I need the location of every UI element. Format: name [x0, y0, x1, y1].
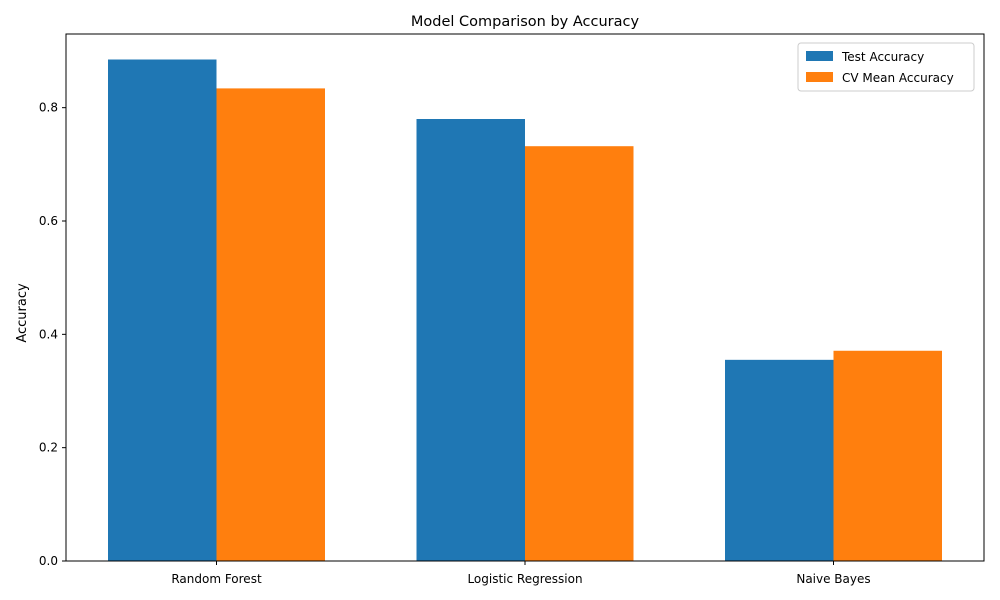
legend-swatch	[806, 72, 833, 82]
bar-logistic-regression-test-accuracy	[416, 119, 525, 561]
bar-naive-bayes-test-accuracy	[725, 359, 834, 561]
y-axis-label: Accuracy	[15, 283, 30, 343]
chart-title: Model Comparison by Accuracy	[411, 14, 640, 30]
x-axis-ticks: Random Forest Logistic Regression Naive Ba…	[171, 561, 871, 586]
legend: Test Accuracy CV Mean Accuracy	[797, 42, 975, 92]
legend-swatch	[806, 51, 833, 61]
bars-group	[108, 59, 942, 562]
legend-box	[797, 42, 975, 92]
bar-logistic-regression-cv-mean-accuracy	[525, 146, 634, 561]
bar-random-forest-cv-mean-accuracy	[216, 88, 325, 562]
x-tick-label: Random Forest	[171, 572, 262, 586]
y-tick-label: 0.6	[39, 214, 58, 228]
legend-label: Test Accuracy	[841, 50, 924, 64]
x-tick-label: Naive Bayes	[796, 572, 870, 586]
plot-frame	[65, 33, 985, 562]
legend-label: CV Mean Accuracy	[842, 71, 954, 85]
y-axis-ticks: 0.0 0.2 0.4 0.6 0.8	[39, 101, 66, 568]
bar-random-forest-test-accuracy	[108, 59, 217, 561]
y-tick-label: 0.8	[39, 101, 58, 115]
bar-naive-bayes-cv-mean-accuracy	[833, 350, 942, 561]
y-tick-label: 0.0	[39, 554, 58, 568]
y-tick-label: 0.2	[39, 441, 58, 455]
x-tick-label: Logistic Regression	[467, 572, 582, 586]
y-tick-label: 0.4	[39, 327, 58, 341]
